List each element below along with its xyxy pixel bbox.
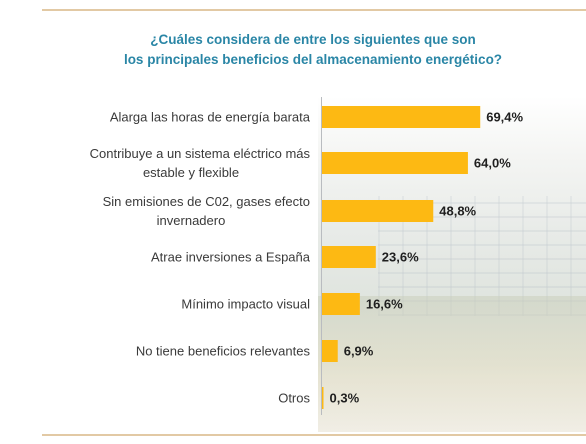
chart-title: ¿Cuáles considera de entre los siguiente… xyxy=(40,30,586,70)
chart-title-line-2: los principales beneficios del almacenam… xyxy=(123,52,503,67)
bottom-rule xyxy=(42,434,586,436)
top-rule xyxy=(42,9,586,11)
value-label-1: 69,4% xyxy=(486,110,523,125)
category-label-4-line-1: Atrae inversiones a España xyxy=(151,250,311,265)
category-label-2-line-1: Contribuye a un sistema eléctrico más xyxy=(90,146,311,161)
bar-2 xyxy=(322,152,468,174)
value-label-6: 6,9% xyxy=(344,344,374,359)
value-label-7: 0,3% xyxy=(330,391,360,406)
chart-title-line-1: ¿Cuáles considera de entre los siguiente… xyxy=(150,32,476,47)
bar-4 xyxy=(322,246,376,268)
category-label-3-line-2: invernadero xyxy=(157,213,226,228)
bar-5 xyxy=(322,293,360,315)
field-image xyxy=(318,296,586,432)
category-axis-line xyxy=(321,97,322,415)
bar-3 xyxy=(322,200,434,222)
category-label-1-line-1: Alarga las horas de energía barata xyxy=(110,110,311,125)
value-label-3: 48,8% xyxy=(439,204,476,219)
category-label-2-line-2: estable y flexible xyxy=(143,165,239,180)
bar-1 xyxy=(322,106,481,128)
value-label-5: 16,6% xyxy=(366,297,403,312)
category-label-5-line-1: Mínimo impacto visual xyxy=(181,297,310,312)
bar-7 xyxy=(322,387,324,409)
category-label-3-line-1: Sin emisiones de C02, gases efecto xyxy=(103,194,310,209)
bar-6 xyxy=(322,340,338,362)
category-label-7-line-1: Otros xyxy=(278,391,310,406)
value-label-2: 64,0% xyxy=(474,156,511,171)
category-label-6-line-1: No tiene beneficios relevantes xyxy=(136,344,311,359)
value-label-4: 23,6% xyxy=(382,250,419,265)
